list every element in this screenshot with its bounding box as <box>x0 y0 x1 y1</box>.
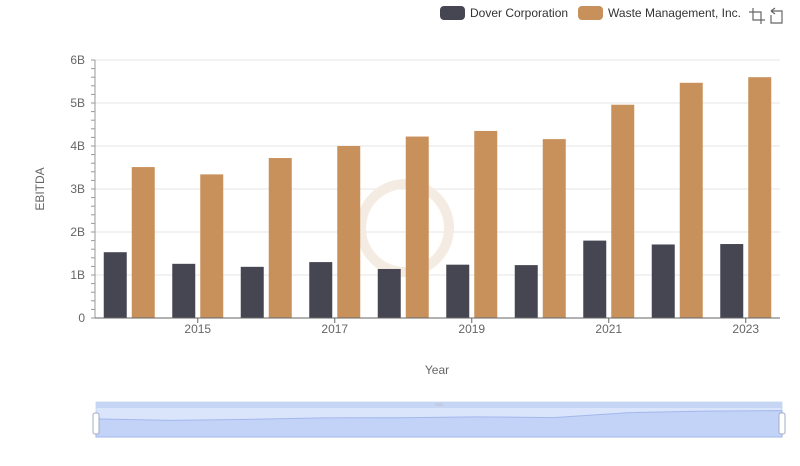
x-axis-title: Year <box>425 363 449 377</box>
data-zoom-drag-grip[interactable] <box>435 403 443 406</box>
legend-swatch-dover <box>440 6 465 20</box>
legend-item-dover[interactable]: Dover Corporation <box>440 6 568 20</box>
x-tick-label: 2017 <box>321 322 348 336</box>
y-tick-label: 5B <box>70 96 85 110</box>
x-tick-label: 2021 <box>595 322 622 336</box>
bar-dover <box>514 265 538 318</box>
watermark-logo <box>356 179 454 277</box>
y-tick-label: 3B <box>70 182 85 196</box>
data-zoom-area <box>95 410 783 438</box>
y-tick-label: 0 <box>78 311 85 325</box>
x-tick-label: 2015 <box>184 322 211 336</box>
y-axis-title: EBITDA <box>33 167 47 210</box>
data-zoom-window <box>96 402 782 437</box>
legend-label-dover: Dover Corporation <box>470 6 569 20</box>
y-tick-label: 6B <box>70 53 85 67</box>
bar-waste-management <box>611 104 635 318</box>
bar-dover <box>240 266 264 318</box>
zoom-icon[interactable] <box>748 7 766 25</box>
legend-label-waste-management: Waste Management, Inc. <box>608 6 741 20</box>
y-tick-label: 1B <box>70 268 85 282</box>
toolbox <box>746 7 786 25</box>
bar-dover <box>651 244 675 318</box>
legend-item-waste-management[interactable]: Waste Management, Inc. <box>578 6 741 20</box>
bar-dover <box>720 244 744 318</box>
bar-waste-management <box>337 146 361 318</box>
x-tick-label: 2023 <box>732 322 759 336</box>
data-zoom-handle-right[interactable] <box>778 412 786 435</box>
bar-waste-management <box>748 77 772 318</box>
bar-waste-management <box>268 158 292 318</box>
bar-dover <box>309 262 333 318</box>
restore-icon[interactable] <box>768 7 786 25</box>
legend-swatch-waste-management <box>578 6 604 20</box>
bar-waste-management <box>200 174 224 318</box>
legend: Dover Corporation Waste Management, Inc. <box>440 4 751 22</box>
bar-dover <box>172 263 196 318</box>
bar-waste-management <box>474 130 498 318</box>
bar-waste-management <box>405 136 429 318</box>
y-tick-label: 2B <box>70 225 85 239</box>
x-tick-label: 2019 <box>458 322 485 336</box>
y-tick-label: 4B <box>70 139 85 153</box>
bar-waste-management <box>679 82 703 318</box>
bar-dover <box>446 264 470 318</box>
bar-dover <box>103 252 127 318</box>
bar-dover <box>583 240 607 318</box>
data-zoom-handle-left[interactable] <box>92 412 100 435</box>
bar-waste-management <box>131 167 155 318</box>
bar-waste-management <box>542 139 566 318</box>
bar-dover <box>377 268 401 318</box>
